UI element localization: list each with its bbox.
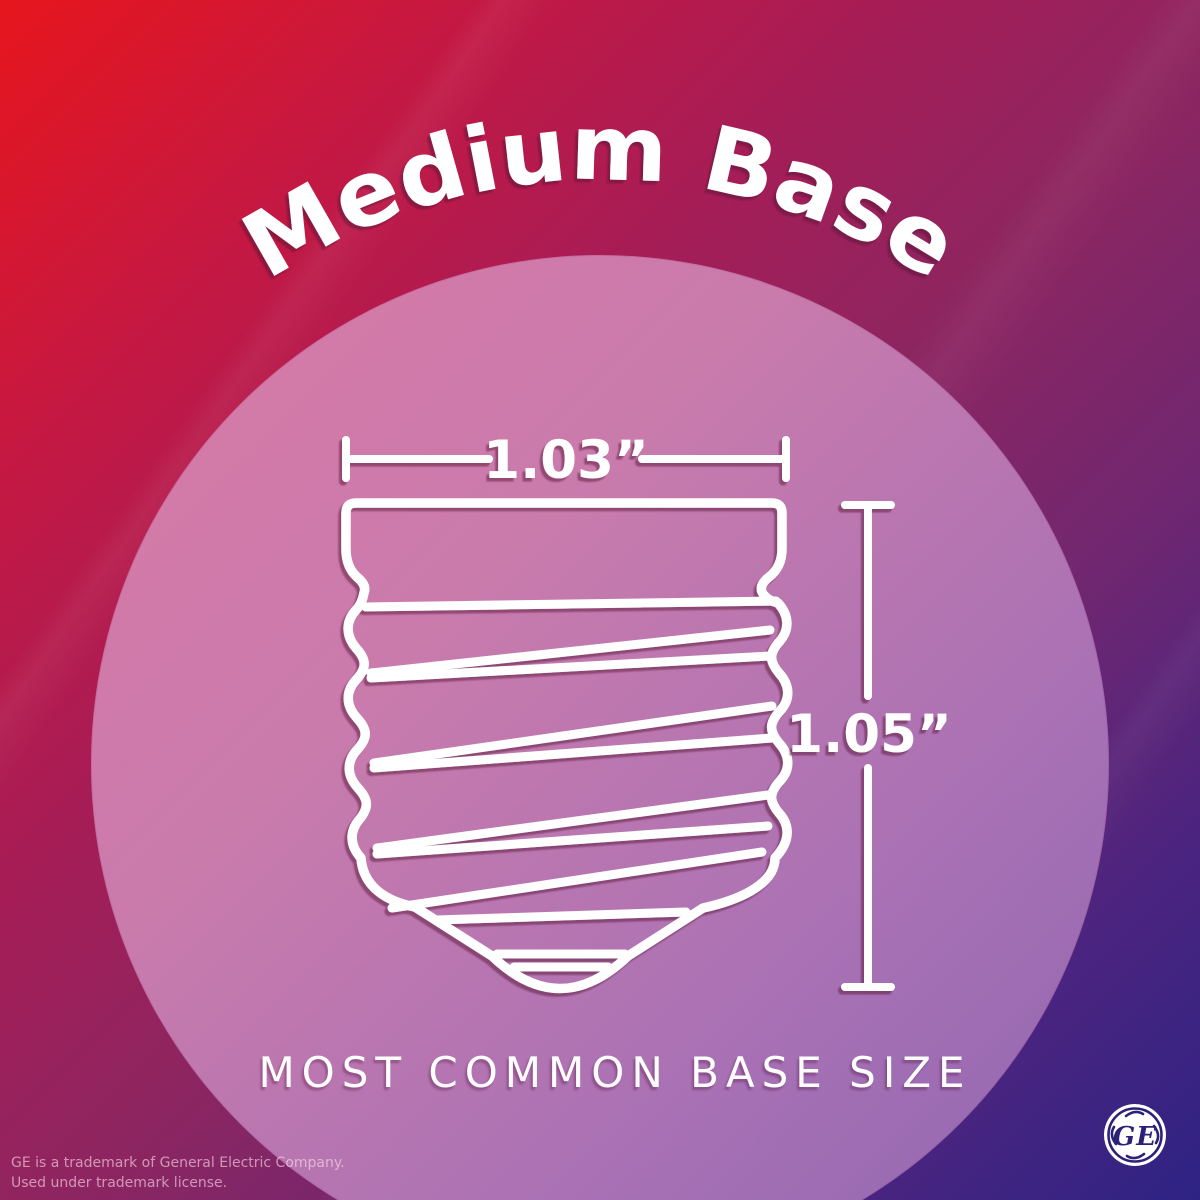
page-title: Medium Base bbox=[226, 95, 976, 299]
ge-logo: GE bbox=[1104, 1104, 1166, 1166]
ge-logo-monogram: GE bbox=[1113, 1122, 1157, 1152]
ge-logo-disc bbox=[1104, 1104, 1166, 1166]
thread-lines bbox=[361, 596, 781, 972]
trademark-notice: GE is a trademark of General Electric Co… bbox=[11, 1153, 345, 1193]
ge-logo-swirls bbox=[1110, 1110, 1160, 1160]
width-dimension-label: 1.03” bbox=[483, 430, 649, 491]
width-dimension-line: 1.03” bbox=[342, 430, 790, 491]
caption-text: MOST COMMON BASE SIZE bbox=[258, 1048, 972, 1097]
height-dimension-line: 1.05” bbox=[786, 501, 952, 991]
bulb-silhouette bbox=[341, 498, 793, 994]
trademark-line-1: GE is a trademark of General Electric Co… bbox=[11, 1155, 345, 1171]
bulb-base-diagram bbox=[341, 498, 793, 994]
height-dimension-label: 1.05” bbox=[786, 704, 952, 765]
ge-logo-ring bbox=[1107, 1107, 1163, 1163]
trademark-line-2: Used under trademark license. bbox=[11, 1175, 228, 1191]
